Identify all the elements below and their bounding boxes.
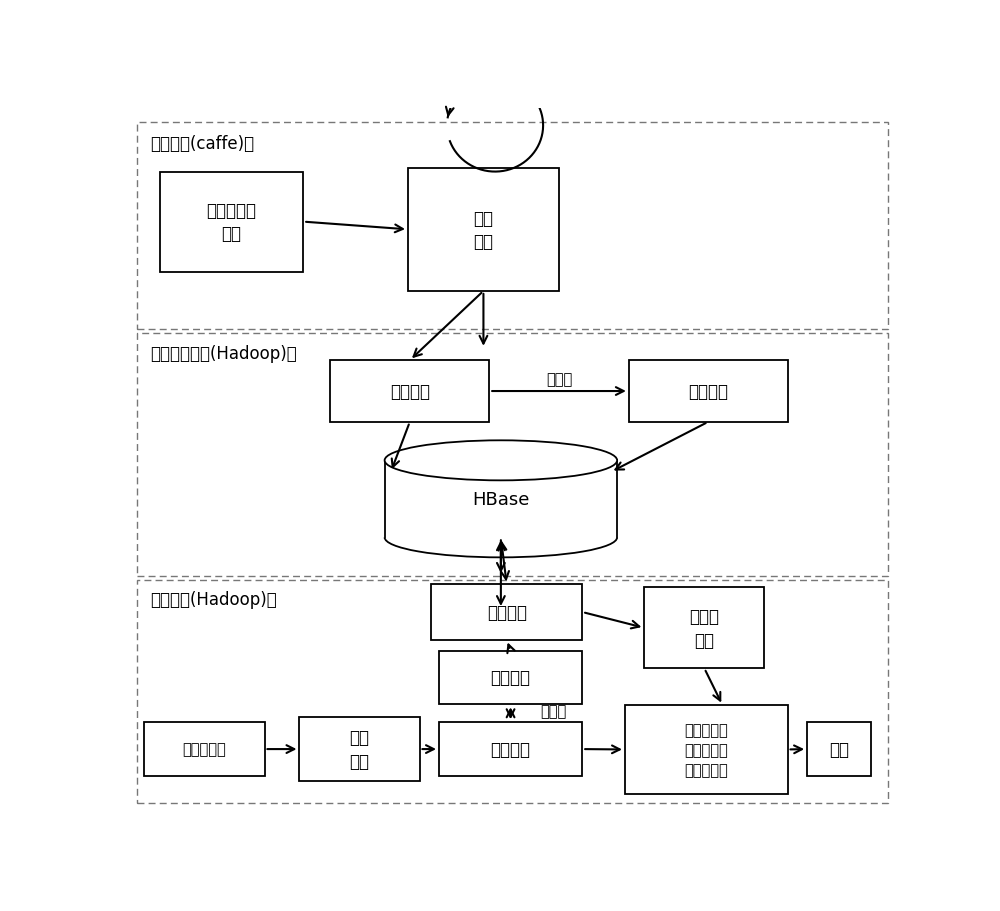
Text: 待检索图像: 待检索图像 [183, 742, 226, 757]
FancyBboxPatch shape [431, 585, 582, 640]
Text: 二值化: 二值化 [540, 703, 566, 719]
FancyBboxPatch shape [408, 169, 559, 292]
FancyBboxPatch shape [330, 361, 489, 423]
Text: 待检索图像
与候选图像
相似性比较: 待检索图像 与候选图像 相似性比较 [684, 722, 728, 777]
Text: 哈希编码: 哈希编码 [688, 383, 728, 401]
Text: 带标签的数
据集: 带标签的数 据集 [207, 201, 257, 243]
FancyBboxPatch shape [439, 650, 582, 704]
FancyBboxPatch shape [629, 361, 788, 423]
FancyBboxPatch shape [144, 722, 264, 776]
Text: 哈希编码: 哈希编码 [491, 669, 531, 687]
FancyBboxPatch shape [439, 722, 582, 776]
FancyBboxPatch shape [299, 717, 420, 782]
Text: 网络
模型: 网络 模型 [349, 729, 369, 770]
Text: 二值化: 二值化 [546, 372, 572, 387]
Text: 候选图
像集: 候选图 像集 [689, 608, 719, 649]
Text: 图像表示: 图像表示 [491, 741, 531, 758]
Text: 检索阶段(Hadoop)：: 检索阶段(Hadoop)： [151, 590, 277, 609]
FancyBboxPatch shape [807, 722, 871, 776]
Text: HBase: HBase [472, 490, 530, 508]
Polygon shape [385, 461, 617, 537]
Text: 输出: 输出 [829, 741, 849, 758]
Text: 哈希匹配: 哈希匹配 [487, 603, 527, 621]
Text: 特征存储阶段(Hadoop)：: 特征存储阶段(Hadoop)： [151, 344, 297, 363]
FancyBboxPatch shape [160, 172, 303, 272]
FancyBboxPatch shape [644, 588, 764, 669]
Text: 网络
模型: 网络 模型 [473, 210, 493, 251]
Text: 图像表示: 图像表示 [390, 383, 430, 401]
FancyBboxPatch shape [625, 705, 788, 793]
Text: 训练阶段(caffe)：: 训练阶段(caffe)： [151, 135, 255, 153]
Ellipse shape [385, 441, 617, 481]
